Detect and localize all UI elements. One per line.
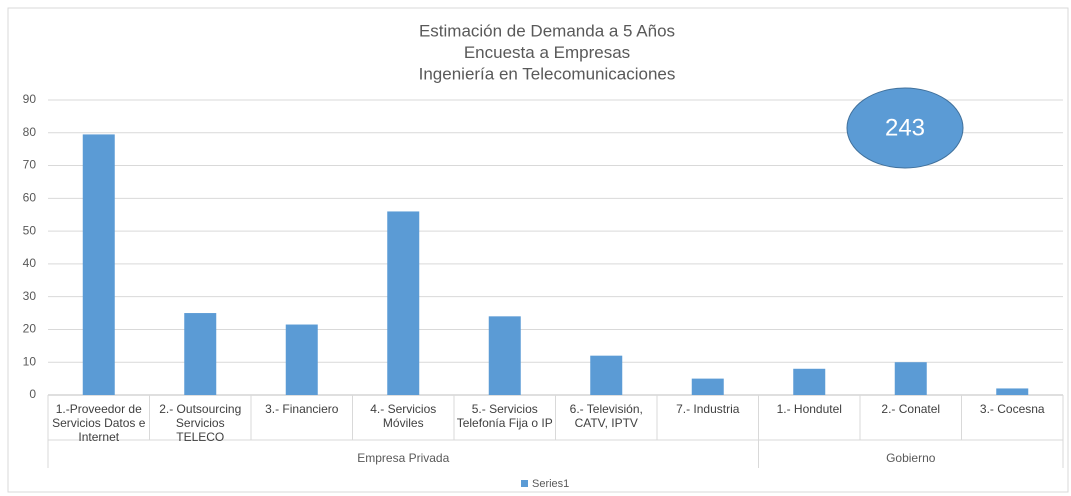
y-tick-label: 30 <box>23 289 37 303</box>
x-tick-label: 3.- Cocesna <box>979 402 1045 416</box>
y-tick-label: 60 <box>23 191 37 205</box>
x-tick-label: 5.- Servicios Telefonía Fija o IP <box>456 402 553 430</box>
annotation: 243 <box>885 114 925 141</box>
bar <box>82 134 115 395</box>
bar <box>894 362 927 395</box>
x-tick-label: 1.-Proveedor de Servicios Datos e Intern… <box>52 402 146 444</box>
x-tick-label: 6.- Televisión, CATV, IPTV <box>569 402 643 430</box>
bar <box>285 324 318 395</box>
y-tick-label: 20 <box>23 322 37 336</box>
bar <box>184 313 217 395</box>
annotation-bubble <box>846 87 964 169</box>
x-tick-label: 7.- Industria <box>676 402 740 416</box>
y-tick-label: 10 <box>23 354 37 368</box>
y-tick-label: 50 <box>23 223 37 237</box>
bar <box>691 378 724 395</box>
y-tick-label: 80 <box>23 125 37 139</box>
x-tick-label: 2.- Outsourcing Servicios TELECO <box>159 402 242 444</box>
bar <box>387 211 420 395</box>
legend-swatch <box>521 480 528 487</box>
bar <box>793 368 826 395</box>
group-label: Empresa Privada <box>357 451 449 465</box>
x-tick-label: 1.- Hondutel <box>776 402 842 416</box>
bar <box>996 388 1029 395</box>
x-tick-label: 3.- Financiero <box>265 402 339 416</box>
group-label: Gobierno <box>886 451 936 465</box>
chart-title: Encuesta a Empresas <box>464 43 630 62</box>
y-tick-label: 70 <box>23 158 37 172</box>
chart-title: Estimación de Demanda a 5 Años <box>419 21 675 40</box>
x-tick-label: 4.- Servicios Móviles <box>370 402 437 430</box>
y-tick-label: 0 <box>29 387 36 401</box>
y-tick-label: 90 <box>23 92 37 106</box>
legend-label: Series1 <box>532 478 569 490</box>
x-tick-label: 2.- Conatel <box>881 402 941 416</box>
bar <box>488 316 521 395</box>
chart-title: Ingeniería en Telecomunicaciones <box>419 64 676 83</box>
bar <box>590 355 623 395</box>
y-tick-label: 40 <box>23 256 37 270</box>
